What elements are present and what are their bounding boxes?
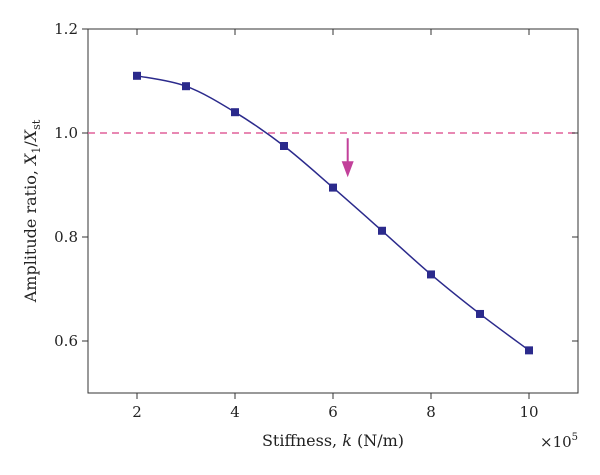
x-tick-label: 6 xyxy=(328,403,338,421)
arrow-head xyxy=(341,161,354,178)
data-point xyxy=(329,183,337,192)
y-axis-title-denominator: X xyxy=(21,129,40,143)
x-tick-label: 2 xyxy=(132,403,142,421)
y-axis-title-prefix: Amplitude ratio, xyxy=(21,165,40,303)
series-line xyxy=(136,75,530,351)
x-axis-title-unit: (N/m) xyxy=(352,431,404,450)
x-tick-label: 10 xyxy=(519,403,538,421)
y-tick-label: 1.0 xyxy=(54,124,78,142)
data-point xyxy=(182,82,190,91)
x-axis-title-prefix: Stiffness, xyxy=(262,431,342,450)
y-axis-title-slash: / xyxy=(21,141,40,147)
data-point xyxy=(280,142,288,150)
x-tick-label: 4 xyxy=(230,403,240,421)
y-tick-label: 0.8 xyxy=(54,228,78,246)
y-tick-label: 1.2 xyxy=(54,20,78,38)
x-tick-label: 8 xyxy=(426,403,436,421)
data-point xyxy=(231,108,239,117)
data-point xyxy=(427,270,435,279)
x-axis-multiplier-base: ×10 xyxy=(540,433,572,451)
y-axis-title-denominator-sub: st xyxy=(30,119,43,130)
y-axis-title-numerator: X xyxy=(21,153,40,167)
series-layer xyxy=(133,71,533,355)
x-axis-multiplier: ×105 xyxy=(540,432,578,451)
reference-layer xyxy=(88,132,578,178)
tick-layer: 2 4 6 8 10 0.6 0.8 1.0 1.2 xyxy=(54,20,578,421)
data-point xyxy=(525,346,533,355)
y-axis-title-numerator-sub: 1 xyxy=(30,147,43,154)
x-axis-multiplier-exponent: 5 xyxy=(572,432,578,443)
y-axis-title: Amplitude ratio, X1/Xst xyxy=(21,119,43,303)
x-axis-title-variable: k xyxy=(342,431,352,450)
data-point xyxy=(133,71,141,80)
x-axis-title: Stiffness, k (N/m) xyxy=(262,431,404,450)
data-point xyxy=(476,309,484,318)
data-point xyxy=(378,226,386,235)
y-tick-label: 0.6 xyxy=(54,332,78,350)
plot-frame xyxy=(87,28,579,394)
